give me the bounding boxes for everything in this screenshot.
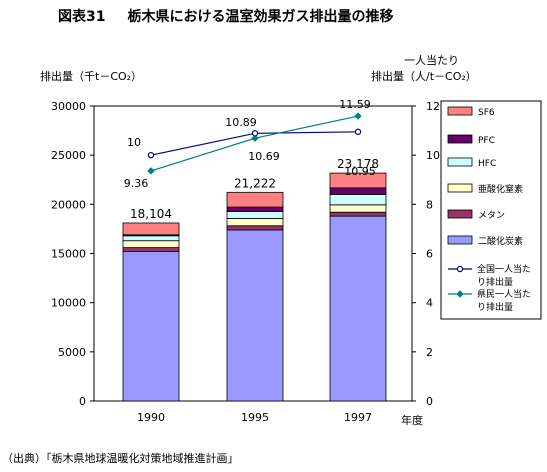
figure-number: 図表31 [58,9,106,25]
bar-segment-methane [226,225,284,231]
right-axis-tick-label: 2 [426,346,433,359]
line-value-label-national: 10.95 [344,165,376,178]
bar-segment-hfc [226,211,284,219]
bar-total-label: 18,104 [130,207,172,221]
legend-swatch-methane [447,209,473,219]
line-value-label-national: 10.89 [225,116,257,129]
left-axis-tick-label: 25000 [51,149,86,162]
bar-segment-sf6 [329,172,387,189]
legend-swatch-co2 [447,235,473,245]
line-value-label-prefecture: 11.59 [339,98,371,111]
legend-label-sf6: SF6 [478,108,495,118]
bar-segment-co2 [122,251,180,402]
bar-segment-pfc [329,187,387,195]
marker-prefecture [147,167,155,175]
line-value-label-prefecture: 10.69 [248,150,280,163]
bar-segment-sf6 [226,191,284,208]
left-axis-tick-label: 10000 [51,297,86,310]
marker-prefecture [251,134,259,142]
right-axis-tick-label: 8 [426,198,433,211]
left-axis-title: 排出量（千t－CO₂） [40,70,143,83]
bar-total-label: 21,222 [234,176,276,190]
legend-label-national: 全国一人当たり排出量 [477,263,531,288]
legend-swatch-sf6 [447,106,473,116]
figure-title: 図表31 栃木県における温室効果ガス排出量の推移 [58,6,393,26]
x-tick-label: 1990 [137,411,165,424]
marker-national [354,128,362,136]
legend-label-pfc: PFC [478,136,495,146]
line-value-label-national: 10 [127,136,141,149]
bar-segment-hfc [122,235,180,242]
bar-segment-pfc [226,206,284,212]
legend-label-hfc: HFC [478,159,496,169]
right-axis-tick-label: 6 [426,248,433,261]
x-axis-title: 年度 [401,413,423,427]
marker-prefecture [354,112,362,120]
legend-label-methane: メタン [478,210,505,221]
legend-marker-prefecture [456,290,464,298]
bar-segment-co2 [226,229,284,402]
right-axis-tick-label: 10 [426,149,440,162]
right-axis-tick-label: 0 [426,395,433,408]
legend-label-n2o: 亜酸化窒素 [478,183,523,195]
legend-swatch-pfc [447,134,473,144]
legend-marker-national [456,265,464,273]
legend-swatch-n2o [447,183,473,193]
left-axis-tick-label: 5000 [58,346,86,359]
x-tick-label: 1995 [241,411,269,424]
line-value-label-prefecture: 9.36 [124,177,149,190]
source-note: （出典）「栃木県地球温暖化対策地域推進計画」 [2,452,239,465]
bar-segment-methane [329,211,387,217]
bar-segment-methane [122,247,180,252]
left-axis-tick-label: 0 [79,395,86,408]
bar-total-label: 23,178 [337,157,379,171]
legend-swatch-hfc [447,157,473,167]
x-tick-label: 1997 [344,411,372,424]
bar-segment-n2o [122,240,180,248]
legend-label-prefecture: 県民一人当たり排出量 [477,288,531,313]
right-axis-title-line2: 排出量（人/t－CO₂） [371,70,477,83]
bar-segment-hfc [329,194,387,206]
marker-national [147,151,155,159]
right-axis-title-line1: 一人当たり [404,54,459,67]
bar-segment-sf6 [122,222,180,236]
bar-segment-co2 [329,215,387,402]
left-axis-tick-label: 20000 [51,198,86,211]
legend-label-co2: 二酸化炭素 [478,235,523,247]
left-axis-tick-label: 30000 [51,100,86,113]
bar-segment-n2o [329,204,387,213]
left-axis-tick-label: 15000 [51,248,86,261]
figure-title-text: 栃木県における温室効果ガス排出量の推移 [127,9,394,25]
right-axis-tick-label: 4 [426,297,433,310]
bar-segment-n2o [226,217,284,227]
right-axis-tick-label: 12 [426,100,440,113]
